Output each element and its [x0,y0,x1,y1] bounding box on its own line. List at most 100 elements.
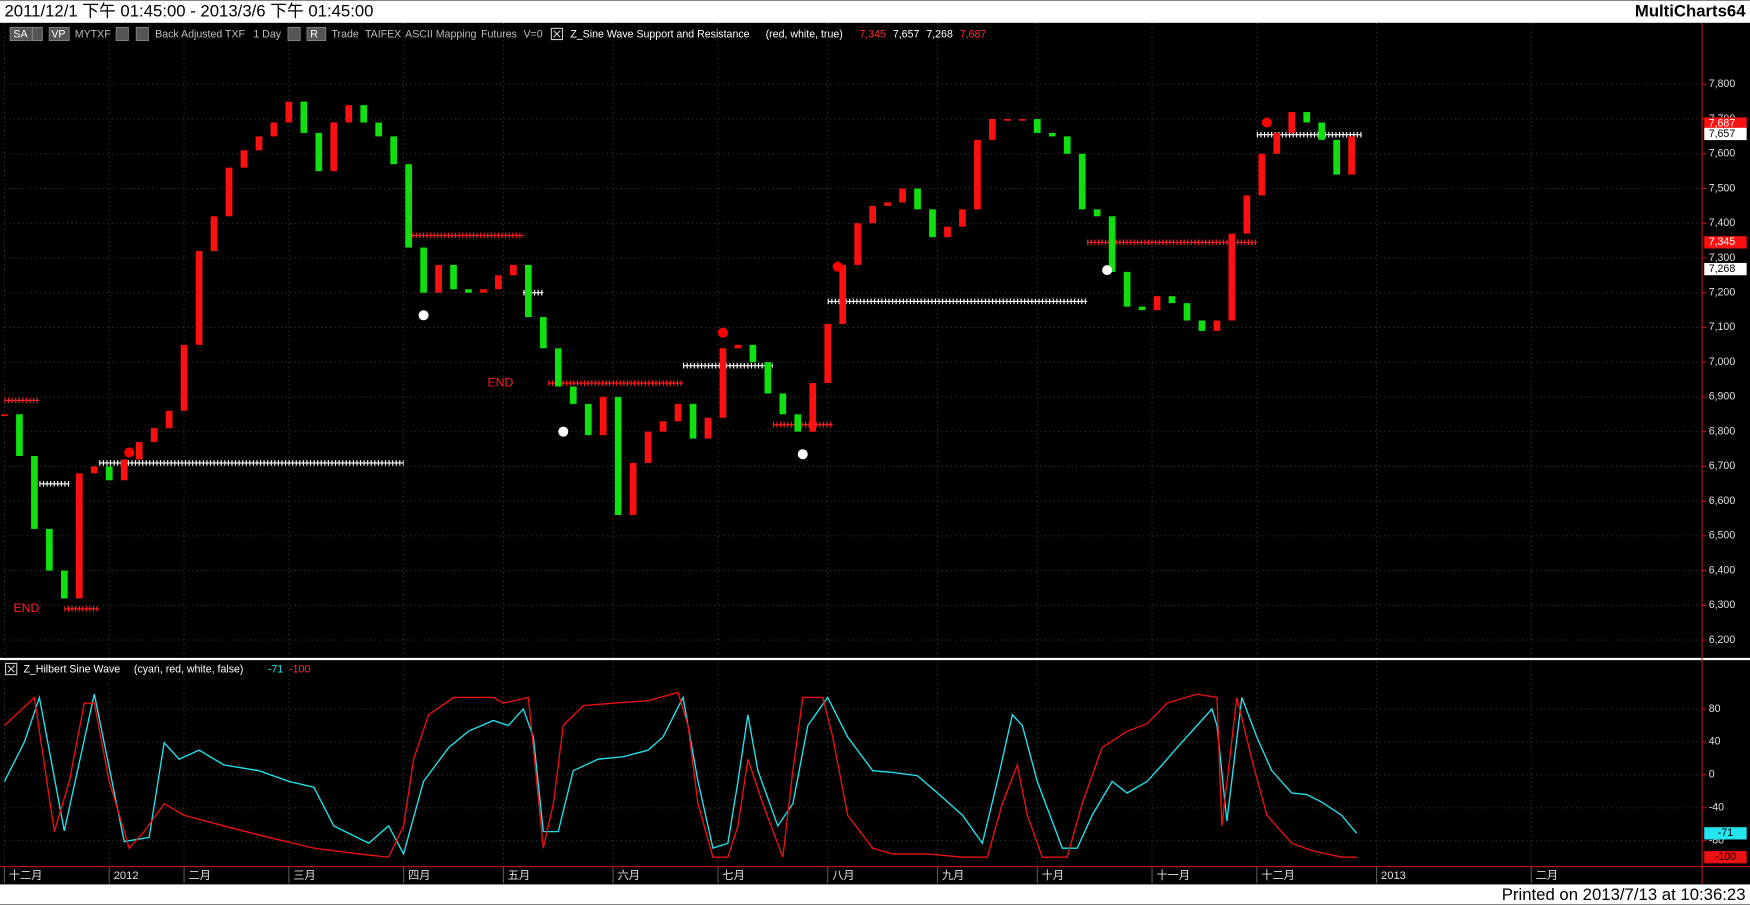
value-tag-label: -100 [1715,851,1736,863]
candle [614,396,622,516]
candle [809,383,817,432]
y-tick-label: 6,400 [1709,564,1736,576]
y-tick-label: -40 [1709,802,1724,814]
candle [719,348,727,418]
candle [539,317,547,349]
x-tick-label: 四月 [408,870,430,882]
date-range: 2011/12/1 下午 01:45:00 - 2013/3/6 下午 01:4… [4,2,373,21]
y-tick-label: 7,300 [1709,252,1736,264]
y-tick-label: 6,500 [1709,530,1736,542]
candle [869,205,876,224]
x-tick-label: 2012 [114,870,139,882]
study-value: 7,345 [859,28,886,40]
candle [1048,132,1056,137]
candle [1318,122,1326,140]
candle [1183,303,1191,321]
y-tick-label: 0 [1709,769,1715,781]
dropdown[interactable] [287,26,301,42]
toolbar: SA VP MYTXF Back Adjusted TXF 1 Day R Tr… [9,26,986,42]
x-tick-label: 十月 [1042,868,1064,882]
x-tick-label: 2013 [1381,870,1406,882]
dropdown[interactable] [135,26,149,42]
toolbar-item[interactable]: R [310,28,318,40]
study-title: Z_Hilbert Sine Wave [23,663,120,675]
candle [360,105,368,123]
signal-dot [1102,265,1113,276]
study-value: 7,268 [926,28,953,40]
indicator-header: Z_Hilbert Sine Wave (cyan, red, white, f… [5,662,310,676]
x-tick-label: 八月 [832,870,854,882]
candle [599,396,607,436]
app-name: MultiCharts64 [1635,2,1746,21]
button[interactable] [48,26,70,42]
indicator-line [3,693,1358,856]
candle [375,122,383,137]
candle [1288,112,1296,133]
annotation: END [487,375,513,389]
dropdown[interactable] [32,26,43,42]
candle [884,202,891,206]
candle [1078,153,1086,210]
candle [1063,136,1071,154]
y-tick-label: 7,000 [1709,356,1736,368]
close-icon [553,30,561,38]
candle [1093,209,1101,217]
price-tag-label: 7,268 [1709,263,1736,275]
signal-dot [797,449,808,460]
x-tick-label: 七月 [722,869,744,882]
y-tick-label: 80 [1709,703,1721,715]
candle [300,101,308,133]
value-tag-label: -71 [1718,827,1733,839]
candle [195,251,203,345]
close-box[interactable] [5,662,18,676]
button[interactable] [9,26,32,42]
candle [779,393,787,415]
candle [495,275,502,290]
candle [944,226,951,238]
toolbar-item: V=0 [523,28,542,40]
candle [46,528,53,571]
close-box[interactable] [550,27,564,41]
price-tag [1704,127,1747,141]
candle [1153,296,1161,311]
candle [1123,271,1131,307]
candle [914,188,921,210]
toolbar-item: Futures [481,28,517,40]
dropdown[interactable] [115,26,129,42]
price-tag [1704,262,1747,276]
signal-dot [124,447,135,458]
toolbar-item[interactable]: SA [13,28,28,40]
candle [749,344,757,363]
candle [644,431,652,463]
candle [210,216,218,252]
x-tick-label: 二月 [189,870,211,882]
button[interactable] [306,26,327,42]
candle [1333,139,1341,175]
candle [1168,296,1176,304]
y-tick-label: 7,400 [1709,217,1736,229]
price-tag-label: 7,345 [1709,236,1736,248]
x-tick-label: 十二月 [9,868,42,882]
candle [929,209,936,238]
candle [75,473,83,599]
candle [1258,153,1266,196]
print-info: Printed on 2013/7/13 at 10:36:23 [1502,885,1746,904]
candle [1303,112,1311,123]
toolbar-item[interactable]: VP [51,28,65,40]
toolbar-item: Trade [331,28,358,40]
signal-dot [717,327,728,338]
candle [90,466,98,474]
candle [285,101,293,123]
candle [989,119,996,140]
study-value: -71 [268,663,283,675]
candle [1138,306,1146,311]
candle [959,209,966,227]
candle [525,264,532,318]
toolbar-item: MYTXF [75,28,111,40]
price-tag-label: 7,657 [1709,128,1736,140]
y-tick-label: 6,800 [1709,425,1736,437]
x-tick-label: 十一月 [1157,868,1190,882]
candle [1018,119,1026,121]
candle [1004,119,1011,121]
y-tick-label: 7,600 [1709,148,1736,160]
